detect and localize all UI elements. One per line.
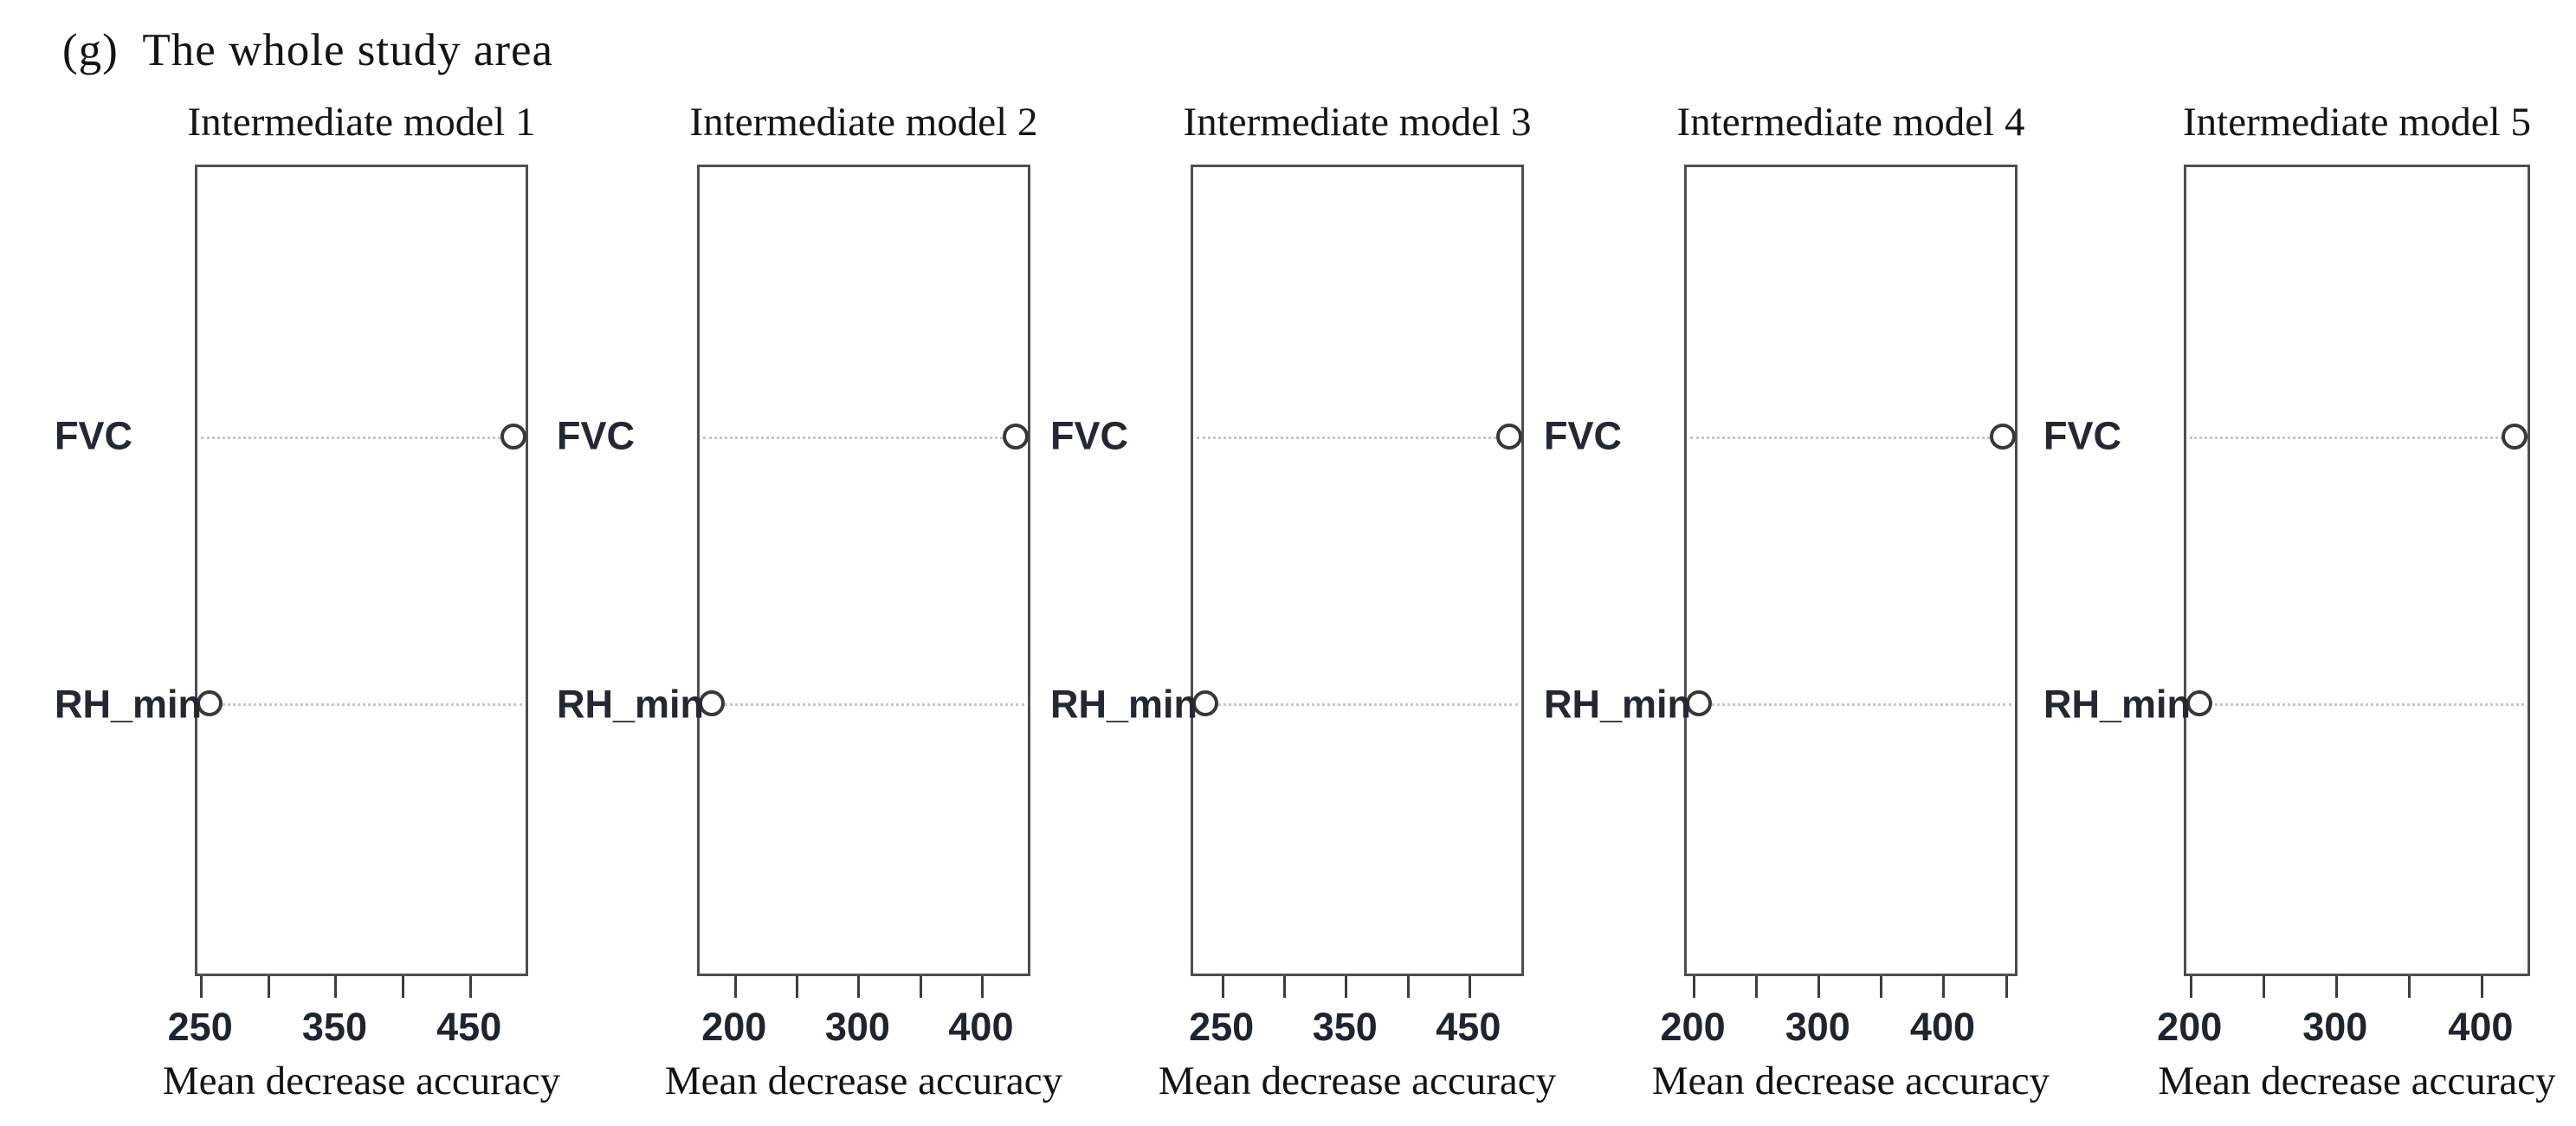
data-point-rh_min [1192,690,1219,717]
x-tick [468,976,472,998]
leader-line-rh_min [1690,703,2011,707]
x-tick-label: 350 [301,1005,367,1049]
y-label-fvc: FVC [2043,413,2121,458]
data-point-rh_min [1686,690,1713,717]
panel-title: Intermediate model 4 [1676,100,2025,145]
x-tick [857,976,861,998]
x-tick [1693,976,1696,998]
x-tick-label: 200 [1660,1005,1726,1049]
y-label-rh_min: RH_min [1050,682,1198,727]
x-tick [2189,976,2192,998]
x-axis-label: Mean decrease accuracy [2158,1058,2556,1103]
panels-row: Intermediate model 1 FVC RH_min 250 350 450 M… [0,87,2576,1126]
x-tick [919,976,922,998]
x-tick [980,976,984,998]
plot-area: Intermediate model 1 FVC RH_min 250 350 450 M… [55,100,560,1102]
x-tick [200,976,203,998]
plot-box [195,165,528,976]
figure-label: (g) The whole study area [62,25,554,75]
leader-line-fvc [1197,436,1518,439]
data-point-fvc [1495,423,1522,450]
data-point-fvc [1002,423,1029,450]
x-tick-label: 300 [824,1005,890,1049]
x-tick-label: 400 [1909,1005,1976,1049]
data-point-rh_min [699,690,726,717]
x-tick [2407,976,2411,998]
x-tick-label: 200 [2157,1005,2223,1049]
x-tick-label: 400 [2448,1005,2514,1049]
leader-line-fvc [1690,436,2011,439]
panel-title: Intermediate model 5 [2183,100,2531,145]
y-label-fvc: FVC [557,413,635,458]
panel-title: Intermediate model 3 [1183,100,1532,145]
data-point-fvc [2502,423,2528,450]
data-point-rh_min [2185,690,2212,717]
x-tick [1468,976,1471,998]
plot-box [697,165,1030,976]
x-tick [402,976,405,998]
x-tick-label: 250 [167,1005,233,1049]
plot-box [1684,165,2018,976]
x-tick-label: 300 [1785,1005,1850,1049]
leader-line-fvc [703,436,1024,439]
x-tick [2334,976,2338,998]
x-tick-label: 400 [948,1005,1014,1049]
x-tick [267,976,270,998]
y-label-rh_min: RH_min [55,682,203,727]
x-tick-label: 300 [2302,1005,2368,1049]
x-axis-label: Mean decrease accuracy [664,1058,1063,1103]
data-point-fvc [1989,423,2016,450]
x-tick [1880,976,1883,998]
x-tick [2005,976,2008,998]
plot-area: Intermediate model 5 FVC RH_min 200 300 400 M… [2043,100,2556,1102]
plot-box [1191,165,1524,976]
panel-title: Intermediate model 1 [187,100,536,145]
x-axis-label: Mean decrease accuracy [1651,1058,2050,1103]
x-tick [2480,976,2483,998]
leader-line-fvc [201,436,522,439]
x-tick [1345,976,1348,998]
x-tick [1942,976,1946,998]
x-tick-label: 450 [436,1005,502,1049]
x-axis-label: Mean decrease accuracy [1158,1058,1557,1103]
dotchart-panel: Intermediate model 2 FVC RH_min 200 300 400 M… [515,87,1062,1126]
y-label-rh_min: RH_min [1544,682,1692,727]
x-tick [1282,976,1286,998]
plot-box [2184,165,2530,976]
x-tick-label: 200 [701,1005,767,1049]
plot-area: Intermediate model 2 FVC RH_min 200 300 400 M… [557,100,1062,1102]
x-tick [334,976,338,998]
panel-title: Intermediate model 2 [689,100,1038,145]
plot-area: Intermediate model 4 FVC RH_min 200 300 400 M… [1544,100,2050,1102]
x-tick-label: 450 [1436,1005,1501,1049]
leader-line-fvc [2190,436,2524,439]
dotchart-panel: Intermediate model 5 FVC RH_min 200 300 400 M… [2043,87,2576,1126]
x-tick-label: 350 [1312,1005,1378,1049]
leader-line-rh_min [2190,703,2524,707]
x-axis-label: Mean decrease accuracy [162,1058,561,1103]
x-tick-label: 250 [1189,1005,1255,1049]
y-label-rh_min: RH_min [557,682,705,727]
y-label-rh_min: RH_min [2043,682,2192,727]
y-label-fvc: FVC [1050,413,1128,458]
data-point-rh_min [196,690,223,717]
y-label-fvc: FVC [55,413,132,458]
leader-line-rh_min [1197,703,1518,707]
dotchart-panel: Intermediate model 1 FVC RH_min 250 350 450 M… [0,87,560,1126]
plot-area: Intermediate model 3 FVC RH_min 250 350 450 M… [1050,100,1556,1102]
x-tick [1755,976,1759,998]
leader-line-rh_min [201,703,522,707]
y-label-fvc: FVC [1544,413,1622,458]
x-tick [796,976,799,998]
leader-line-rh_min [703,703,1024,707]
x-tick [1817,976,1821,998]
x-tick [1406,976,1410,998]
x-tick [1221,976,1224,998]
dotchart-panel: Intermediate model 4 FVC RH_min 200 300 400 M… [1544,87,2061,1126]
dotchart-panel: Intermediate model 3 FVC RH_min 250 350 450 M… [1030,87,1556,1126]
data-point-fvc [500,423,527,450]
x-tick [2262,976,2265,998]
x-tick [733,976,737,998]
